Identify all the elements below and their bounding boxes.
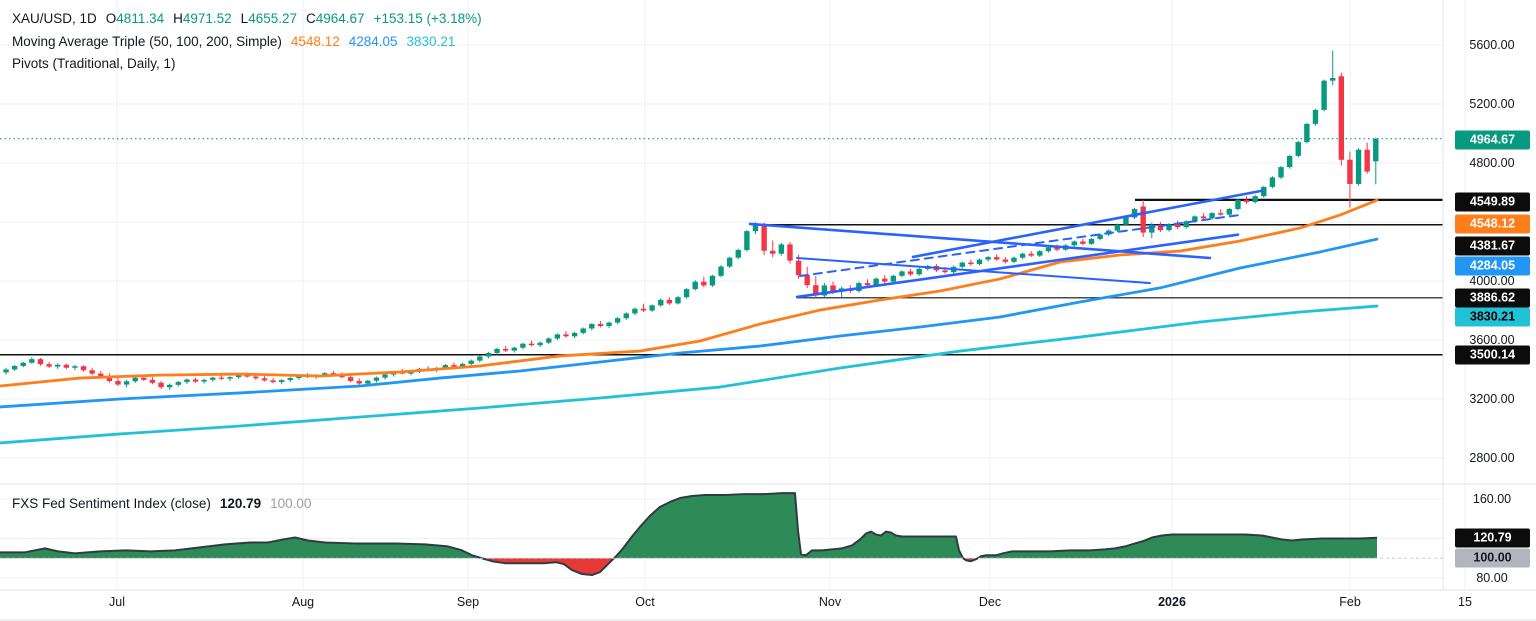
time-axis-label: Oct xyxy=(635,595,655,609)
sentiment-baseline-value: 100.00 xyxy=(270,496,312,511)
pivots-indicator-legend-row[interactable]: Pivots (Traditional, Daily, 1) xyxy=(12,56,176,71)
moving-average-line xyxy=(0,237,1379,409)
trendline xyxy=(795,233,1240,299)
price-axis-tick-label: 4000.00 xyxy=(1469,274,1515,288)
ohlc-open: O4811.34 xyxy=(105,11,165,26)
time-axis-label: Aug xyxy=(291,595,315,609)
ohlc-high: H4971.52 xyxy=(173,11,232,26)
time-axis-label: Sep xyxy=(456,595,480,609)
pivots-indicator-title: Pivots (Traditional, Daily, 1) xyxy=(12,56,176,71)
sentiment-indicator-legend-row[interactable]: FXS Fed Sentiment Index (close) 120.79 1… xyxy=(12,496,311,511)
ma50-value: 4548.12 xyxy=(290,34,340,49)
price-axis-badge: 3830.21 xyxy=(1455,307,1530,327)
ma200-value: 3830.21 xyxy=(406,34,456,49)
symbol-legend-row[interactable]: XAU/USD, 1D O4811.34 H4971.52 L4655.27 C… xyxy=(12,11,482,26)
moving-average-line xyxy=(0,304,1379,445)
sentiment-axis-tick-label: 80.00 xyxy=(1476,571,1508,585)
price-axis-tick-label: 5600.00 xyxy=(1469,38,1515,52)
candlestick-series xyxy=(3,50,1379,390)
ma100-value: 4284.05 xyxy=(348,34,398,49)
sentiment-value: 120.79 xyxy=(219,496,262,511)
time-axis-label: Feb xyxy=(1339,595,1361,609)
trendline xyxy=(796,256,1151,285)
price-change: +153.15 (+3.18%) xyxy=(373,11,482,26)
ohlc-low: L4655.27 xyxy=(240,11,297,26)
moving-average-line xyxy=(0,198,1379,388)
sentiment-line xyxy=(0,492,1378,577)
time-axis-label: Dec xyxy=(978,595,1002,609)
price-axis-tick-label: 5200.00 xyxy=(1469,97,1515,111)
price-axis-badge: 4549.89 xyxy=(1455,192,1530,212)
trendline xyxy=(911,189,1264,259)
time-axis-label: Jul xyxy=(109,595,125,609)
price-axis-badge: 4964.67 xyxy=(1455,130,1530,150)
sentiment-axis-tick-label: 160.00 xyxy=(1472,492,1512,506)
price-axis-badge: 4548.12 xyxy=(1455,214,1530,234)
price-axis-badge: 3886.62 xyxy=(1455,288,1530,308)
price-axis-tick-label: 4800.00 xyxy=(1469,156,1515,170)
sentiment-axis-badge: 120.79 xyxy=(1455,528,1530,548)
time-axis-label: Nov xyxy=(818,595,842,609)
symbol-title: XAU/USD, 1D xyxy=(12,11,97,26)
sentiment-indicator-title: FXS Fed Sentiment Index (close) xyxy=(12,496,211,511)
price-axis-badge: 4284.05 xyxy=(1455,256,1530,276)
ohlc-close: C4964.67 xyxy=(306,11,365,26)
price-axis-badge: 3500.14 xyxy=(1455,345,1530,365)
trendline xyxy=(799,214,1239,277)
price-axis-badge: 4381.67 xyxy=(1455,236,1530,256)
price-axis-tick-label: 3200.00 xyxy=(1469,392,1515,406)
sentiment-axis-badge: 100.00 xyxy=(1455,548,1530,568)
trendline xyxy=(748,222,1212,260)
ma-indicator-legend-row[interactable]: Moving Average Triple (50, 100, 200, Sim… xyxy=(12,34,455,49)
gridlines xyxy=(0,0,1466,590)
ma-indicator-title: Moving Average Triple (50, 100, 200, Sim… xyxy=(12,34,282,49)
price-axis-tick-label: 2800.00 xyxy=(1469,451,1515,465)
time-axis-label: 2026 xyxy=(1158,595,1186,609)
price-axis-tick-label: 3600.00 xyxy=(1469,333,1515,347)
sentiment-area-positive xyxy=(0,493,1377,559)
time-axis-label: 15 xyxy=(1458,595,1472,609)
